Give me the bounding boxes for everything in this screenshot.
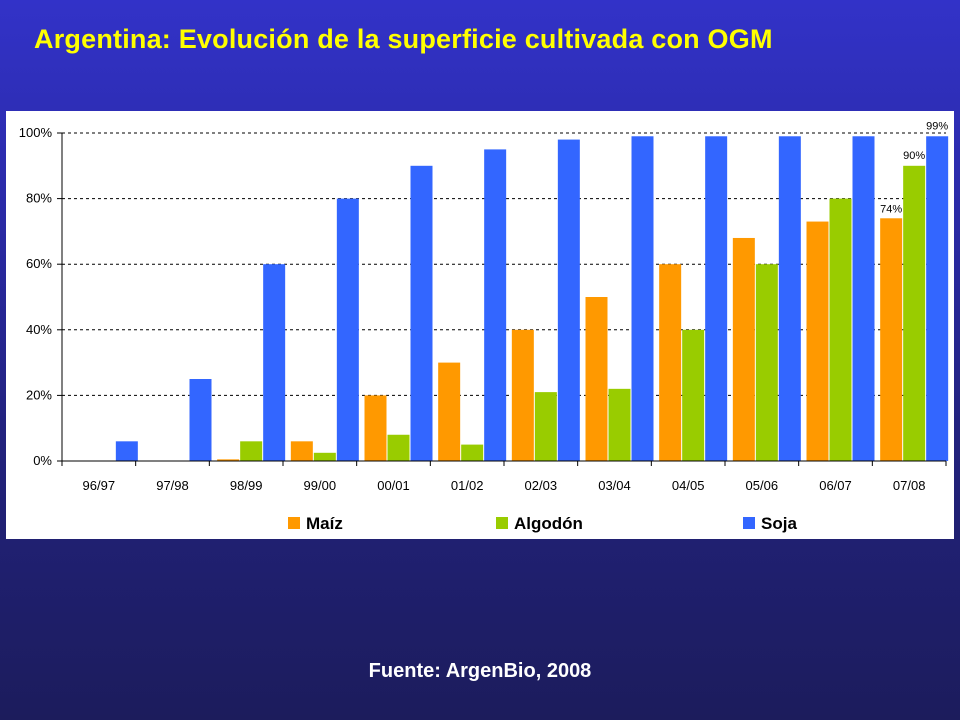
soja-bar (189, 379, 212, 461)
x-tick-label: 96/97 (83, 478, 116, 493)
algodon-bar (313, 452, 336, 461)
maiz-bar (217, 459, 240, 461)
legend-swatch (496, 517, 508, 529)
data-label: 90% (903, 150, 925, 162)
soja-bar (631, 136, 654, 461)
algodon-bar (461, 444, 484, 461)
chart-panel: 0% 20% 40% 60% 80% 100% 96/97 97/98 98/99 99/00 00… (6, 111, 954, 539)
algodon-bar (240, 441, 263, 461)
algodon-bar (829, 198, 852, 461)
legend-swatch (743, 517, 755, 529)
source-caption: Fuente: ArgenBio, 2008 (368, 660, 592, 682)
maiz-bar (511, 329, 534, 461)
y-tick-label: 40% (26, 322, 52, 337)
x-tick-label: 05/06 (746, 478, 779, 493)
x-tick-label: 02/03 (525, 478, 558, 493)
x-tick-label: 01/02 (451, 478, 484, 493)
y-tick-label: 0% (33, 453, 52, 468)
data-label: 74% (880, 203, 902, 215)
algodon-bar (903, 165, 926, 462)
x-tick-label: 00/01 (377, 478, 410, 493)
x-tick-label: 98/99 (230, 478, 263, 493)
algodon-bar (682, 329, 705, 461)
legend-label: Maíz (306, 514, 343, 533)
maiz-bar (659, 264, 682, 461)
algodon-bar (608, 388, 631, 461)
soja-bar (557, 139, 580, 461)
slide-title: Argentina: Evolución de la superficie cu… (34, 24, 773, 54)
y-tick-label: 20% (26, 387, 52, 402)
x-tick-label: 07/08 (893, 478, 926, 493)
legend-label: Algodón (514, 514, 583, 533)
x-tick-label: 97/98 (156, 478, 189, 493)
maiz-bar (732, 237, 755, 461)
legend-label: Soja (761, 514, 797, 533)
x-tick-label: 99/00 (304, 478, 337, 493)
y-tick-label: 80% (26, 191, 52, 206)
soja-bar (852, 136, 875, 461)
maiz-bar (364, 395, 387, 461)
legend-swatch (288, 517, 300, 529)
algodon-bar (534, 392, 557, 461)
maiz-bar (806, 221, 829, 461)
soja-bar (705, 136, 728, 461)
y-tick-label: 60% (26, 256, 52, 271)
soja-bar (926, 136, 949, 461)
maiz-bar (585, 297, 608, 461)
soja-bar (336, 198, 359, 461)
soja-bar (484, 149, 507, 461)
algodon-bar (387, 434, 410, 461)
data-label: 99% (926, 120, 948, 132)
maiz-bar (880, 218, 903, 461)
maiz-bar (438, 362, 461, 461)
y-tick-label: 100% (19, 125, 53, 140)
soja-bar (410, 165, 433, 462)
x-tick-label: 06/07 (819, 478, 852, 493)
x-tick-label: 04/05 (672, 478, 705, 493)
soja-bar (115, 441, 138, 461)
x-tick-label: 03/04 (598, 478, 631, 493)
bar-chart: 0% 20% 40% 60% 80% 100% 96/97 97/98 98/99 99/00 00… (19, 120, 949, 533)
algodon-bar (755, 264, 778, 461)
soja-bar (778, 136, 801, 461)
maiz-bar (290, 441, 313, 461)
soja-bar (263, 264, 286, 461)
